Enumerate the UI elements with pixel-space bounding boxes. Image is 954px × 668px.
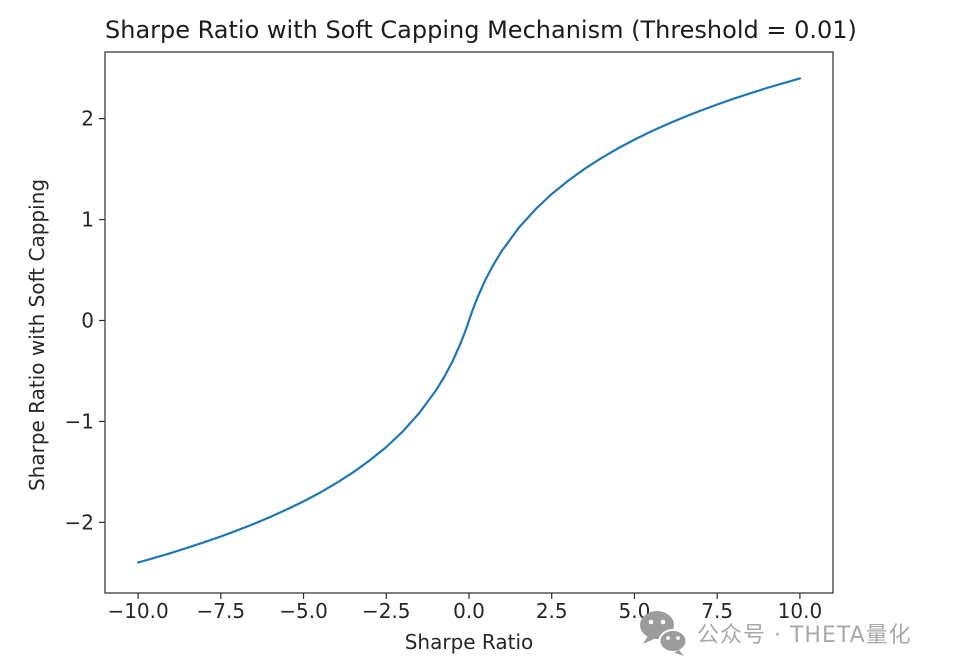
x-tick-label: −7.5 <box>197 599 246 623</box>
x-tick-label: 0.0 <box>453 599 485 623</box>
x-axis-label: Sharpe Ratio <box>404 630 534 654</box>
x-tick-label: 5.0 <box>619 599 651 623</box>
x-tick-label: −5.0 <box>279 599 328 623</box>
x-tick-label: −2.5 <box>362 599 411 623</box>
y-tick-label: 1 <box>81 208 94 232</box>
x-tick-label: −10.0 <box>107 599 168 623</box>
x-tick-label: 2.5 <box>536 599 568 623</box>
y-tick-label: 0 <box>81 308 94 332</box>
y-tick-label: −1 <box>65 409 94 433</box>
series-line <box>137 77 801 564</box>
y-axis-label: Sharpe Ratio with Soft Capping <box>25 178 49 492</box>
x-tick-label: 7.5 <box>701 599 733 623</box>
x-tick-label: 10.0 <box>778 599 823 623</box>
y-tick-label: 2 <box>81 107 94 131</box>
chart-title: Sharpe Ratio with Soft Capping Mechanism… <box>105 16 857 44</box>
y-tick-label: −2 <box>65 510 94 534</box>
